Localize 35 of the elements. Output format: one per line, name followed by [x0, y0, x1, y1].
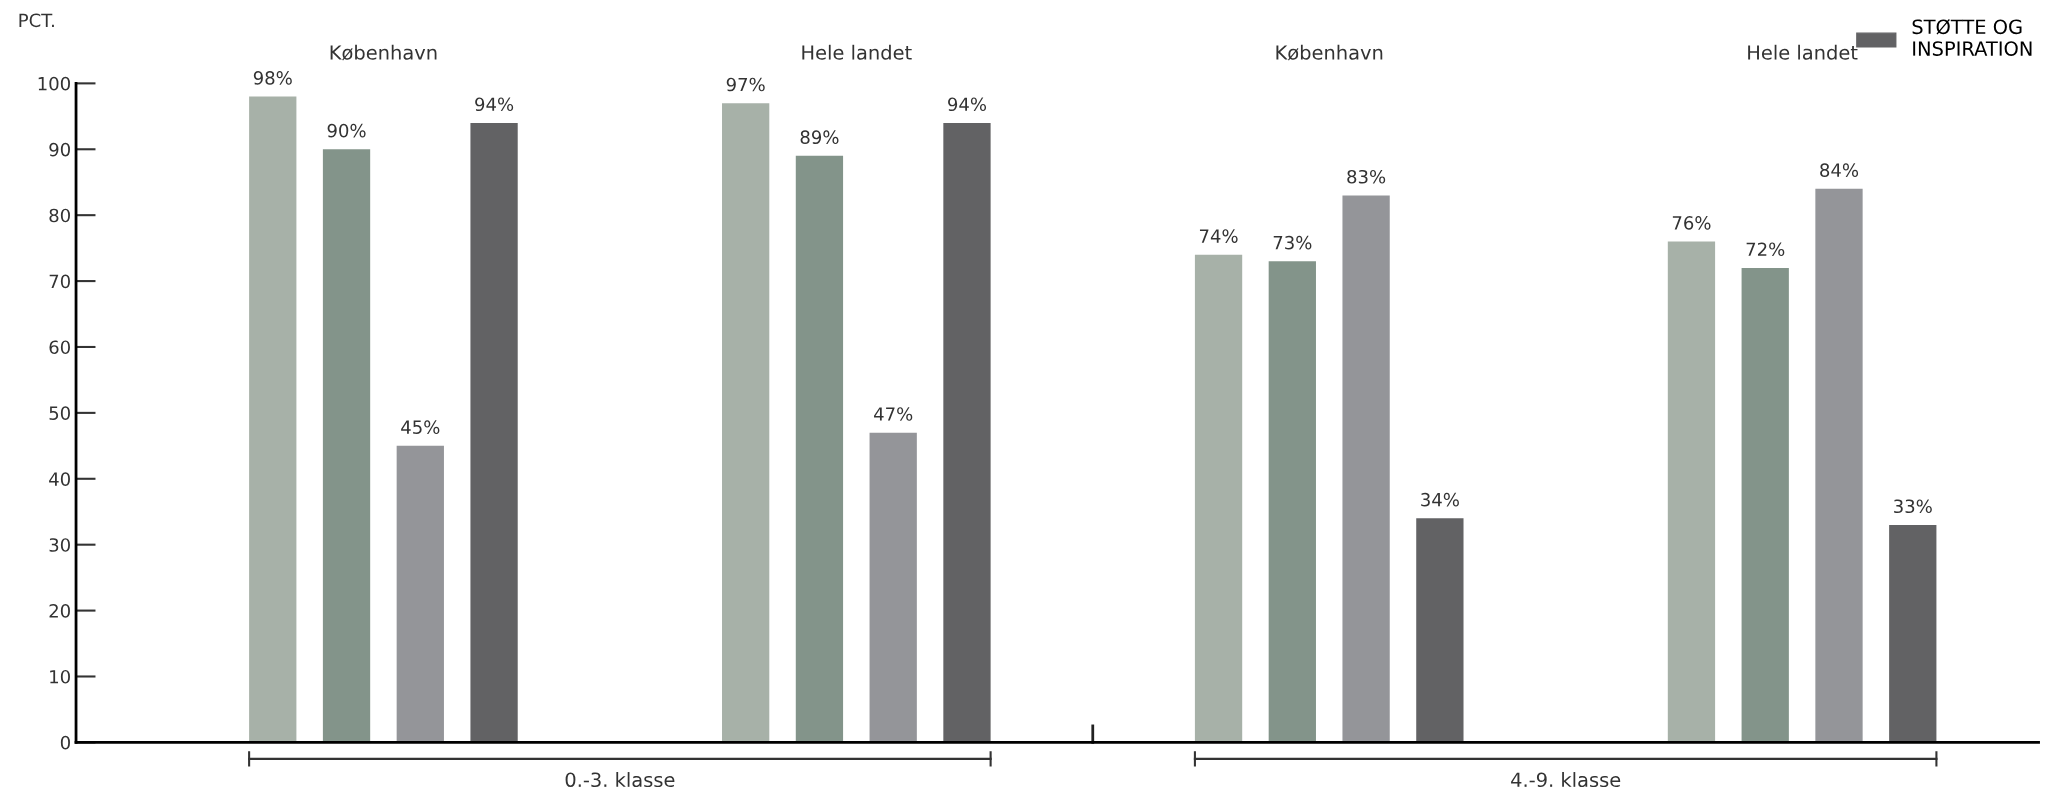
y-tick-label: 60	[49, 340, 70, 355]
data-label: 97%	[726, 77, 765, 92]
data-label: 90%	[327, 123, 366, 138]
data-label: 98%	[253, 71, 292, 85]
data-label: 76%	[1672, 216, 1711, 230]
data-label: 83%	[1347, 169, 1386, 184]
y-tick-label: 20	[49, 604, 70, 618]
x-tick-label: København	[330, 44, 437, 61]
y-tick-label: 50	[49, 406, 70, 420]
text: 4.-9. klasse	[1511, 772, 1621, 788]
data-label: 45%	[401, 420, 440, 434]
data-label: 94%	[948, 97, 987, 112]
data-label: 73%	[1273, 235, 1312, 250]
y-tick-label: 0	[60, 735, 70, 750]
data-label: 34%	[1421, 492, 1459, 507]
x-tick-label: Hele landet	[802, 44, 912, 60]
data-label: 33%	[1894, 499, 1932, 514]
text: 0.-3. klasse	[565, 772, 675, 788]
legend-label: STØTTE OG INSPIRATION	[1912, 19, 2032, 56]
data-label: 47%	[874, 407, 913, 421]
x-tick-label: Hele landet	[1748, 44, 1858, 60]
data-label: 84%	[1820, 163, 1859, 177]
x-tick-label: København	[1276, 44, 1383, 61]
y-tick-label: 40	[49, 472, 70, 486]
data-label: 94%	[475, 97, 514, 112]
y-tick-label: 10	[50, 669, 70, 684]
data-label: 74%	[1199, 229, 1238, 243]
y-tick-label: 90	[49, 142, 70, 157]
data-label: 89%	[800, 130, 839, 145]
y-tick-label: 80	[49, 208, 70, 223]
y-tick-label: 70	[49, 274, 70, 289]
y-tick-label: 100	[38, 76, 70, 91]
y-axis-title: PCT.	[19, 13, 54, 28]
y-tick-label: 30	[49, 538, 70, 552]
data-label: 72%	[1746, 242, 1785, 257]
